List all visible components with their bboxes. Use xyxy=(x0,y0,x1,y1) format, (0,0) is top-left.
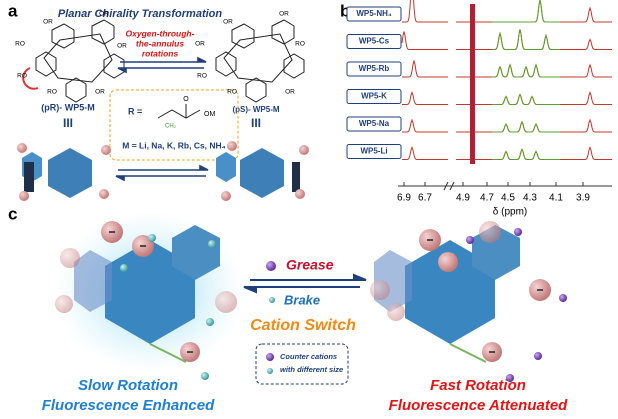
spectrum-trace xyxy=(456,0,612,23)
right-title: Fluorescence Attenuated xyxy=(389,397,568,414)
spectrum-trace xyxy=(402,118,448,133)
spectrum-trace-green xyxy=(492,63,560,78)
r-equals: R = xyxy=(128,106,142,116)
tick-label: 4.9 xyxy=(456,193,470,204)
spectrum-trace-green xyxy=(492,120,560,133)
molecule-right xyxy=(370,221,567,382)
sample-label: WP5-NH₄ xyxy=(356,9,392,18)
spectrum-trace xyxy=(456,29,612,50)
panel-label: a xyxy=(8,1,18,20)
legend-box xyxy=(255,343,349,385)
tick-label: 4.3 xyxy=(523,193,537,204)
bond xyxy=(157,109,201,119)
sample-box xyxy=(346,61,402,77)
model-left xyxy=(17,143,111,201)
panel-label: b xyxy=(340,1,350,20)
tick-label: 3.9 xyxy=(576,193,590,204)
molecule-left xyxy=(55,212,245,380)
sample-label: WP5-K xyxy=(361,92,387,101)
solvent-peak xyxy=(470,4,475,164)
spectrum-trace xyxy=(402,0,448,23)
structure-right xyxy=(215,19,305,103)
sample-box xyxy=(346,89,402,104)
equilibrium-arrows xyxy=(115,56,209,182)
sample-box xyxy=(346,144,402,159)
switch-arrows xyxy=(243,273,367,294)
compound-name: (pR)- WP5-M xyxy=(41,102,95,112)
substituent-label: OR xyxy=(99,11,109,18)
substituent-label: RO xyxy=(47,89,57,96)
spectrum-trace-green xyxy=(492,93,560,105)
sample-box xyxy=(346,6,402,22)
atom: OM xyxy=(204,111,215,118)
definition-box xyxy=(109,89,239,161)
sample-label: WP5-Li xyxy=(360,147,387,156)
substituent-label: OR xyxy=(95,89,105,96)
tick-label: 6.7 xyxy=(418,193,432,204)
spectrum-trace xyxy=(402,91,448,105)
arrow-label: the-annulus xyxy=(136,38,184,48)
substituent-label: RO xyxy=(17,73,27,80)
substituent-label: OR xyxy=(285,89,295,96)
left-title: Slow Rotation xyxy=(78,377,178,394)
sample-box xyxy=(346,116,402,132)
x-axis-label: δ (ppm) xyxy=(493,207,527,218)
sample-label: WP5-Na xyxy=(359,119,390,128)
legend-icon xyxy=(267,368,273,374)
spectrum-trace-green xyxy=(492,29,560,50)
brake-label: Brake xyxy=(284,292,320,307)
substituent-label: RO xyxy=(15,41,25,48)
cation-icon xyxy=(269,297,275,303)
substituent-label: RO xyxy=(295,41,305,48)
tick-label: 6.9 xyxy=(397,193,411,204)
panel-label: c xyxy=(8,204,17,223)
panel-title: Planar Chirality Transformation xyxy=(58,8,223,20)
legend-text: Counter cations xyxy=(280,352,337,361)
equivalence: III xyxy=(251,116,261,130)
atom: CH₂ xyxy=(165,124,177,130)
substituent-label: OR xyxy=(279,11,289,18)
spectrum-trace xyxy=(401,31,448,50)
substituent-label: OR xyxy=(223,19,233,26)
sample-label: WP5-Cs xyxy=(359,37,390,46)
cation-icon xyxy=(266,261,276,271)
model-right xyxy=(216,141,309,201)
tick-label: 4.7 xyxy=(480,193,494,204)
spectrum-trace xyxy=(402,146,448,160)
spectrum-trace-green xyxy=(492,148,560,160)
switch-label: Cation Switch xyxy=(250,317,356,334)
substituent-label: OR xyxy=(43,19,53,26)
substituent-label: OR xyxy=(117,43,127,50)
nmr-spectra: WP5-NH₄ WP5-Cs WP5-Rb WP5-K WP5-Na WP5-Li 6.9 6… xyxy=(346,0,612,204)
arrow-label: rotations xyxy=(142,48,179,58)
legend-icon xyxy=(266,353,274,361)
sample-label: WP5-Rb xyxy=(359,64,390,73)
equivalence: III xyxy=(63,116,73,130)
spectrum-trace-green xyxy=(492,0,560,23)
sample-box xyxy=(346,34,402,49)
substituent-label: RO xyxy=(197,73,207,80)
metals: M = Li, Na, K, Rb, Cs, NH₄ xyxy=(122,140,225,150)
axis-break xyxy=(443,181,455,191)
legend-text: with different size xyxy=(280,365,343,374)
tick-label: 4.5 xyxy=(501,193,515,204)
arrow-label: Oxygen-through- xyxy=(126,28,195,38)
compound-name: (pS)- WP5-M xyxy=(232,105,279,114)
substituent-label: OR xyxy=(195,41,205,48)
structure-left xyxy=(22,19,125,103)
right-title: Fast Rotation xyxy=(430,377,526,394)
atom: O xyxy=(183,96,189,103)
tick-label: 4.1 xyxy=(549,193,563,204)
grease-label: Grease xyxy=(286,257,334,273)
substituent-label: RO xyxy=(227,89,237,96)
spectrum-trace xyxy=(402,59,448,78)
left-title: Fluorescence Enhanced xyxy=(42,397,215,414)
